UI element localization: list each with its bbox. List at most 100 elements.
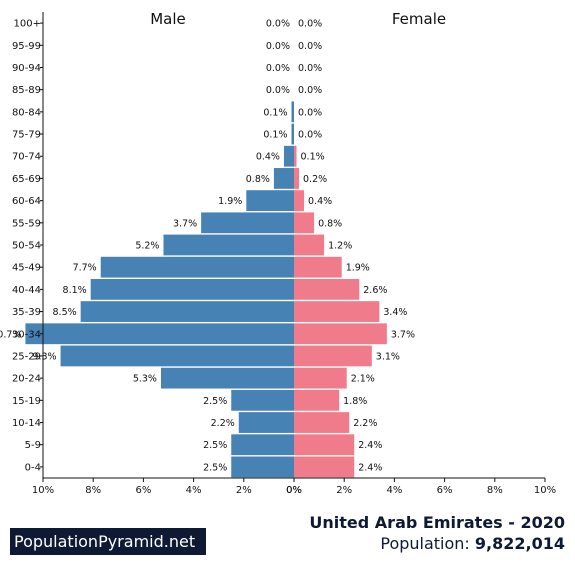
female-bar-65-69 [294,168,300,189]
female-panel-title: Female [392,10,446,28]
female-value-label-10-14: 2.2% [353,418,377,429]
male-value-label-25-29: 9.3% [32,351,56,362]
female-bar-70-74 [294,145,297,167]
male-bar-40-44 [90,278,294,300]
male-bar-60-64 [246,190,294,212]
male-value-label-95-99: 0.0% [266,41,290,52]
age-group-label-60-64: 60-64 [12,196,41,207]
female-bar-45-49 [294,256,342,278]
population-line: Population: 9,822,014 [309,533,565,555]
female-value-label-90-94: 0.0% [298,63,322,74]
male-value-label-100+: 0.0% [266,19,290,30]
age-group-label-80-84: 80-84 [12,107,41,118]
age-group-label-25-29: 25-29 [12,351,41,362]
male-x-tick-label-1: 8% [85,485,101,496]
age-group-label-75-79: 75-79 [12,130,41,141]
male-bar-25-29 [60,345,294,367]
age-group-label-65-69: 65-69 [12,174,41,185]
female-bar-10-14 [294,412,350,433]
male-value-label-5-9: 2.5% [203,440,227,451]
age-group-label-100+: 100+ [14,19,41,30]
female-value-label-45-49: 1.9% [346,263,370,274]
female-bar-55-59 [294,212,315,234]
female-value-label-25-29: 3.1% [376,351,400,362]
age-group-label-70-74: 70-74 [12,152,41,163]
female-bar-60-64 [294,190,305,212]
age-group-label-40-44: 40-44 [12,285,41,296]
age-group-label-85-89: 85-89 [12,85,41,96]
age-group-label-35-39: 35-39 [12,307,41,318]
female-value-label-70-74: 0.1% [301,152,325,163]
brand-badge[interactable]: PopulationPyramid.net [10,528,206,555]
male-value-label-60-64: 1.9% [218,196,242,207]
male-value-label-50-54: 5.2% [135,241,159,252]
age-group-label-45-49: 45-49 [12,263,41,274]
male-bar-30-34 [25,323,295,345]
female-x-tick-label-2: 4% [386,485,402,496]
male-value-label-40-44: 8.1% [63,285,87,296]
male-bar-75-79 [291,123,294,145]
male-value-label-45-49: 7.7% [73,263,97,274]
female-x-tick-label-0: 0% [286,485,302,496]
female-value-label-65-69: 0.2% [303,174,327,185]
female-value-label-75-79: 0.0% [298,130,322,141]
male-value-label-10-14: 2.2% [211,418,235,429]
male-value-label-70-74: 0.4% [256,152,280,163]
chart-footer: United Arab Emirates - 2020 Population: … [309,513,565,555]
male-panel-title: Male [150,10,186,28]
male-bar-65-69 [273,168,294,189]
male-bar-80-84 [291,101,294,123]
female-value-label-40-44: 2.6% [363,285,387,296]
brand-text: PopulationPyramid.net [14,532,196,551]
male-value-label-65-69: 0.8% [246,174,270,185]
female-value-label-20-24: 2.1% [351,374,375,385]
male-value-label-85-89: 0.0% [266,85,290,96]
female-bar-15-19 [294,389,340,411]
female-value-label-15-19: 1.8% [343,396,367,407]
male-value-label-35-39: 8.5% [53,307,77,318]
male-x-tick-label-3: 4% [186,485,202,496]
female-bar-35-39 [294,301,380,322]
age-group-label-10-14: 10-14 [12,418,41,429]
age-group-label-95-99: 95-99 [12,41,41,52]
population-label: Population: [380,534,475,553]
male-bar-45-49 [100,256,294,278]
male-value-label-30-34: 10.7% [0,329,21,340]
age-group-label-50-54: 50-54 [12,241,41,252]
male-bar-0-4 [231,456,294,478]
male-value-label-90-94: 0.0% [266,63,290,74]
female-bar-50-54 [294,234,325,256]
female-bar-40-44 [294,278,360,300]
female-value-label-0-4: 2.4% [358,462,382,473]
female-x-tick-label-1: 2% [336,485,352,496]
male-bar-15-19 [231,389,294,411]
male-x-tick-label-4: 2% [236,485,252,496]
female-x-tick-label-5: 10% [534,485,556,496]
male-bar-10-14 [238,412,294,433]
female-x-tick-label-4: 8% [487,485,503,496]
male-bar-20-24 [160,367,294,389]
age-group-label-0-4: 0-4 [25,462,41,473]
male-value-label-75-79: 0.1% [263,130,287,141]
male-value-label-20-24: 5.3% [133,374,157,385]
male-value-label-80-84: 0.1% [263,107,287,118]
age-group-label-5-9: 5-9 [25,440,41,451]
country-year-title: United Arab Emirates - 2020 [309,513,565,532]
female-value-label-50-54: 1.2% [328,241,352,252]
age-group-label-55-59: 55-59 [12,218,41,229]
population-value: 9,822,014 [474,534,565,553]
male-value-label-15-19: 2.5% [203,396,227,407]
male-bar-70-74 [283,145,294,167]
female-bar-20-24 [294,367,347,389]
male-bar-35-39 [80,301,295,322]
female-bar-0-4 [294,456,355,478]
female-bar-30-34 [294,323,387,345]
female-bar-25-29 [294,345,372,367]
population-pyramid-chart: Male Female 0.0% 0.0% 100+ 0.0% 0.0% 95-99 0.0% 0… [0,10,556,496]
female-value-label-100+: 0.0% [298,19,322,30]
female-value-label-85-89: 0.0% [298,85,322,96]
female-value-label-60-64: 0.4% [308,196,332,207]
male-bar-55-59 [201,212,294,234]
age-group-label-30-34: 30-34 [12,329,41,340]
age-group-label-15-19: 15-19 [12,396,41,407]
